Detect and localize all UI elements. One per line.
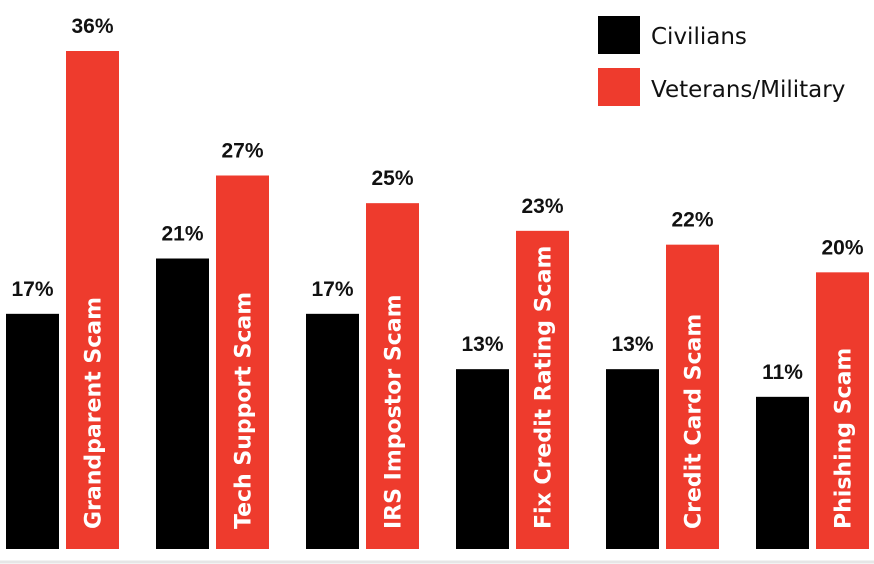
- bar-civilians-fix-credit-rating-scam: [456, 369, 509, 549]
- bar-veterans-military-credit-card-scam: [666, 244, 719, 549]
- legend: Civilians Veterans/Military: [598, 16, 845, 106]
- bar-civilians-tech-support-scam: [156, 258, 209, 549]
- value-label-civilians-tech-support-scam: 21%: [161, 223, 203, 246]
- bar-veterans-military-phishing-scam: [816, 272, 869, 549]
- legend-swatch-veterans-military: [598, 68, 640, 106]
- legend-label-civilians: Civilians: [651, 24, 747, 50]
- bar-veterans-military-irs-impostor-scam: [366, 203, 419, 549]
- value-label-veterans-military-credit-card-scam: 22%: [671, 209, 713, 232]
- value-label-civilians-grandparent-scam: 17%: [11, 278, 53, 301]
- bar-civilians-phishing-scam: [756, 396, 809, 549]
- category-label-irs-impostor-scam: IRS Impostor Scam: [382, 295, 407, 530]
- value-label-veterans-military-phishing-scam: 20%: [821, 236, 863, 259]
- value-label-civilians-fix-credit-rating-scam: 13%: [461, 333, 503, 356]
- value-label-civilians-irs-impostor-scam: 17%: [311, 278, 353, 301]
- value-label-veterans-military-grandparent-scam: 36%: [71, 15, 113, 38]
- bar-civilians-irs-impostor-scam: [306, 313, 359, 549]
- category-label-tech-support-scam: Tech Support Scam: [232, 292, 257, 529]
- value-label-veterans-military-irs-impostor-scam: 25%: [371, 167, 413, 190]
- value-label-civilians-phishing-scam: 11%: [762, 361, 803, 384]
- bar-civilians-grandparent-scam: [6, 313, 59, 549]
- bar-civilians-credit-card-scam: [606, 369, 659, 549]
- bar-veterans-military-grandparent-scam: [66, 51, 119, 549]
- value-label-veterans-military-tech-support-scam: 27%: [221, 140, 263, 163]
- category-label-grandparent-scam: Grandparent Scam: [82, 297, 107, 529]
- value-label-civilians-credit-card-scam: 13%: [611, 333, 653, 356]
- category-label-fix-credit-rating-scam: Fix Credit Rating Scam: [532, 246, 557, 529]
- category-label-phishing-scam: Phishing Scam: [832, 348, 857, 529]
- bar-veterans-military-fix-credit-rating-scam: [516, 230, 569, 550]
- bar-veterans-military-tech-support-scam: [216, 175, 269, 549]
- legend-swatch-civilians: [598, 16, 640, 54]
- value-label-veterans-military-fix-credit-rating-scam: 23%: [521, 195, 563, 218]
- category-label-credit-card-scam: Credit Card Scam: [682, 314, 707, 529]
- legend-label-veterans-military: Veterans/Military: [651, 77, 845, 103]
- bars-group: 17% 36% Grandparent Scam 21% 27% Tech Support…: [6, 15, 869, 550]
